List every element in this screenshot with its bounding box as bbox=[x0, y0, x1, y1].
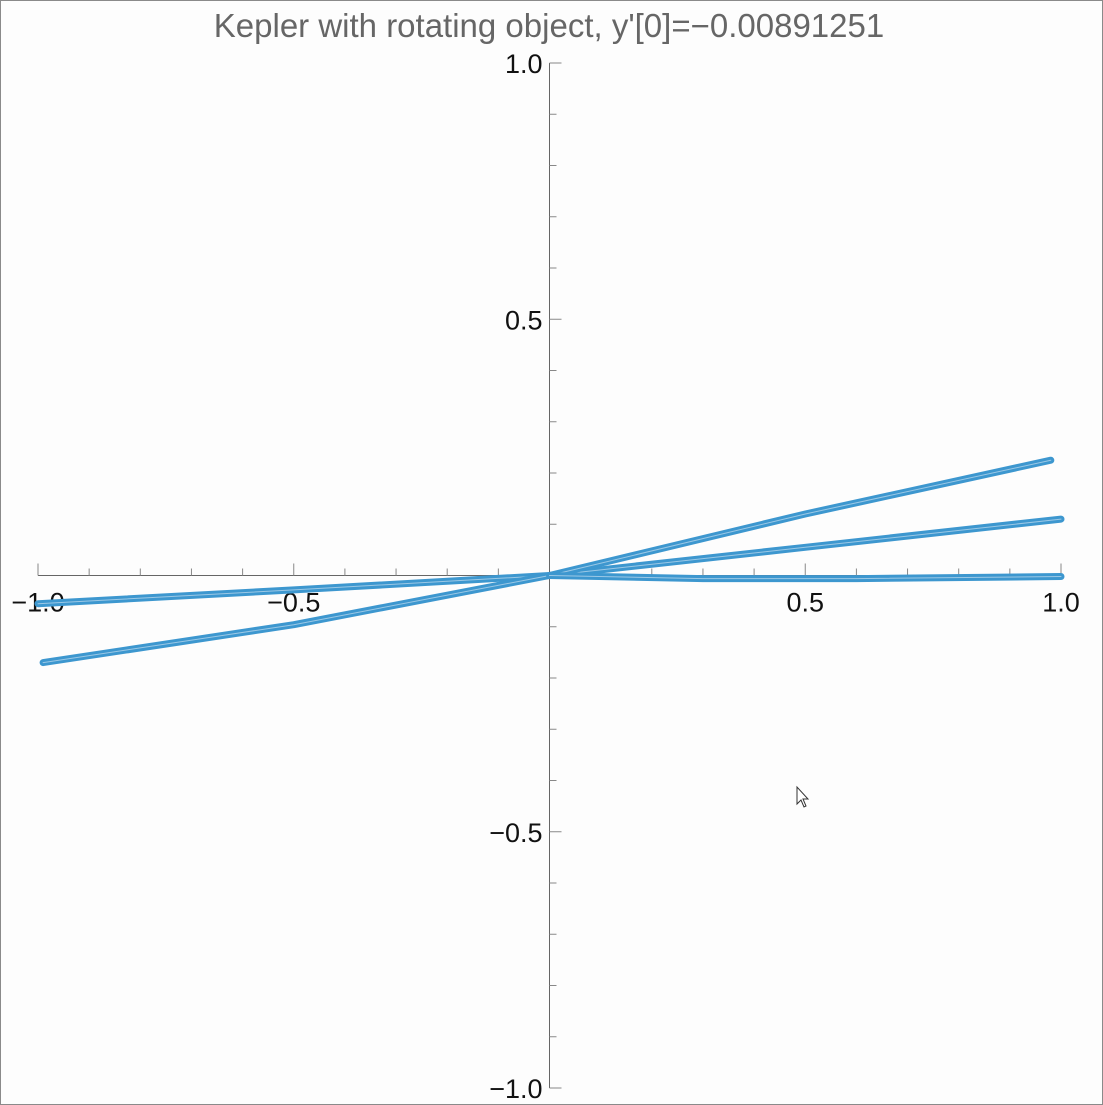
trajectory-traces bbox=[34, 456, 1065, 667]
chart-title: Kepler with rotating object, y'[0]=−0.00… bbox=[214, 7, 884, 44]
y-tick-label: −0.5 bbox=[489, 818, 542, 848]
x-tick-label: 0.5 bbox=[786, 588, 824, 618]
mouse-pointer-icon bbox=[796, 785, 810, 808]
y-tick-label: −1.0 bbox=[489, 1074, 542, 1104]
y-tick-label: 0.5 bbox=[505, 305, 543, 335]
y-tick-label: 1.0 bbox=[505, 49, 543, 79]
trajectory-series-2 bbox=[39, 456, 1055, 667]
trajectory-series-3-highlight bbox=[549, 575, 1062, 580]
x-tick-label: 1.0 bbox=[1042, 588, 1080, 618]
